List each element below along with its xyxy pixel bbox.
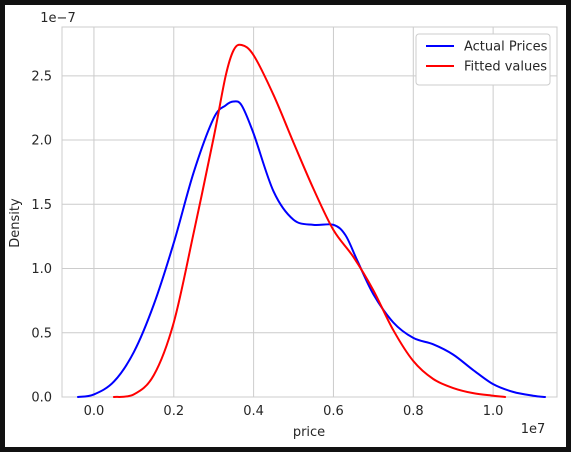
x-tick-label: 0.2	[163, 404, 184, 419]
x-offset-label: 1e7	[521, 422, 546, 437]
x-tick-label: 0.6	[323, 404, 344, 419]
y-tick-label: 2.0	[31, 134, 52, 149]
y-tick-label: 1.5	[31, 198, 52, 213]
series-line-fitted-values	[112, 43, 507, 398]
y-tick-label: 1.0	[31, 262, 52, 277]
y-axis-label: Density	[8, 198, 23, 248]
y-tick-label: 2.5	[31, 69, 52, 84]
x-tick-label: 0.0	[84, 404, 105, 419]
x-tick-label: 0.8	[403, 404, 424, 419]
y-offset-label: 1e−7	[40, 11, 75, 26]
x-axis-label: price	[293, 425, 325, 440]
legend-label-fitted: Fitted values	[464, 60, 547, 75]
legend-label-actual: Actual Prices	[464, 40, 548, 55]
x-tick-label: 1.0	[483, 404, 504, 419]
series-layer	[76, 43, 547, 398]
legend: Actual Prices Fitted values	[415, 33, 551, 86]
y-tick-label: 0.0	[31, 391, 52, 406]
density-chart: 0.0 0.2 0.4 0.6 0.8 1.0 0.0 0.5 1.0 1.5 2.0 2.5 Den…	[8, 11, 558, 440]
series-line-actual-prices	[76, 100, 547, 398]
y-tick-label: 0.5	[31, 326, 52, 341]
x-tick-label: 0.4	[243, 404, 264, 419]
plot-frame	[61, 26, 558, 398]
tick-labels: 0.0 0.2 0.4 0.6 0.8 1.0 0.0 0.5 1.0 1.5 2.0 2.5	[31, 69, 503, 419]
figure: 0.0 0.2 0.4 0.6 0.8 1.0 0.0 0.5 1.0 1.5 2.0 2.5 Den…	[5, 5, 566, 447]
